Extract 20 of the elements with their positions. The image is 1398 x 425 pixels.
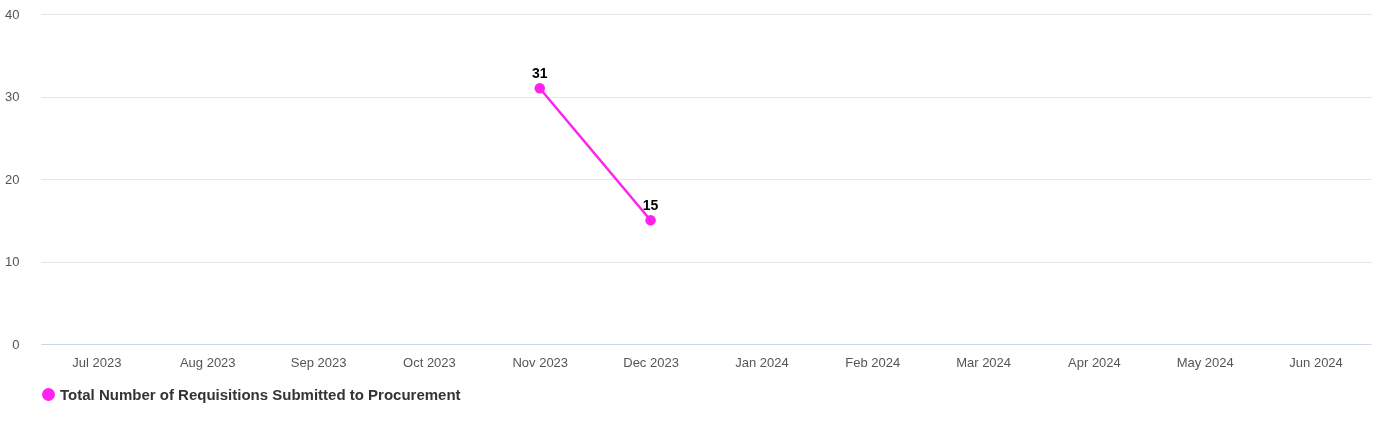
x-tick-label: Jun 2024	[1289, 354, 1343, 370]
x-tick-label: Oct 2023	[403, 354, 456, 370]
legend-label: Total Number of Requisitions Submitted to Procurement	[60, 385, 461, 403]
x-tick-label: Jan 2024	[735, 354, 789, 370]
y-tick-label: 0	[12, 336, 20, 352]
x-tick-label: Jul 2023	[72, 354, 122, 370]
x-tick-label: May 2024	[1176, 354, 1234, 370]
x-tick-label: Apr 2024	[1068, 354, 1121, 370]
y-tick-label: 20	[5, 171, 20, 187]
data-label: 15	[642, 197, 659, 214]
x-tick-label: Dec 2023	[623, 354, 679, 370]
y-tick-label: 10	[5, 254, 20, 269]
x-tick-label: Mar 2024	[956, 354, 1012, 370]
data-label: 31	[531, 65, 548, 82]
x-tick-label: Sep 2023	[290, 354, 347, 370]
x-tick-label: Nov 2023	[512, 354, 569, 370]
x-tick-label: Feb 2024	[845, 354, 901, 370]
x-tick-label: Aug 2023	[179, 354, 236, 370]
y-tick-label: 30	[5, 89, 20, 104]
y-tick-label: 40	[5, 6, 20, 22]
